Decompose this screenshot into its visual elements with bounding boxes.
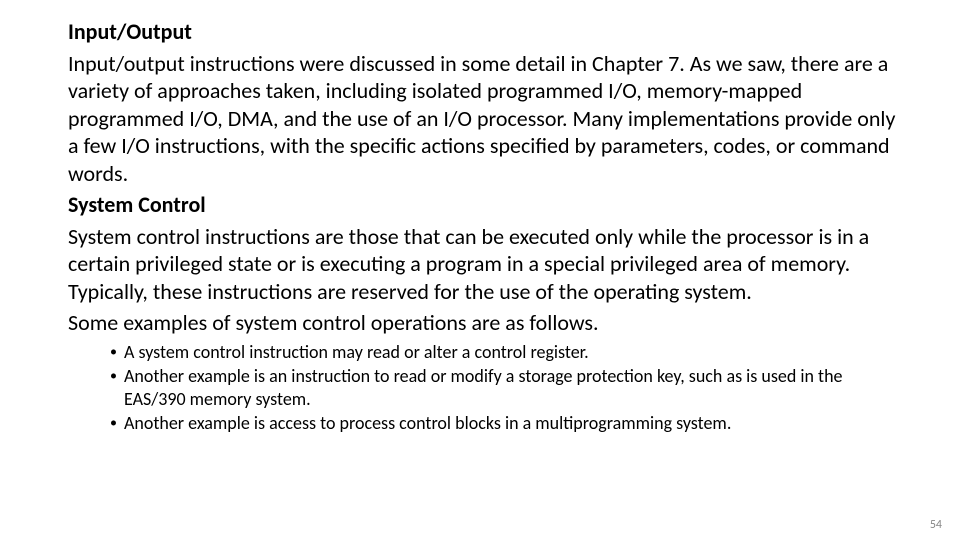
slide-content: Input/Output Input/output instructions w… — [0, 0, 960, 447]
bullet-item: A system control instruction may read or… — [110, 341, 900, 364]
io-heading: Input/Output — [68, 18, 900, 46]
syscontrol-paragraph: System control instructions are those th… — [68, 223, 900, 306]
io-paragraph: Input/output instructions were discussed… — [68, 50, 900, 188]
syscontrol-bullets: A system control instruction may read or… — [68, 341, 900, 435]
bullet-item: Another example is an instruction to rea… — [110, 365, 900, 410]
bullet-item: Another example is access to process con… — [110, 412, 900, 435]
page-number: 54 — [930, 518, 942, 532]
syscontrol-heading: System Control — [68, 191, 900, 219]
syscontrol-lead: Some examples of system control operatio… — [68, 309, 900, 337]
